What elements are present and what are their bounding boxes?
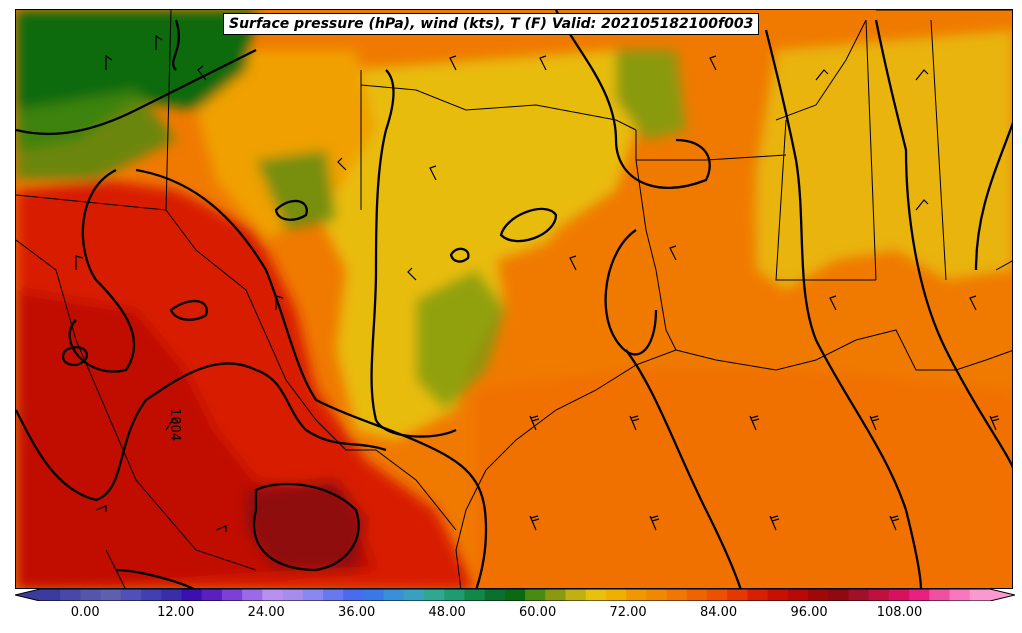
- colorbar-swatch: [929, 589, 951, 601]
- colorbar-swatch: [363, 589, 385, 601]
- colorbar-swatch: [322, 589, 344, 601]
- region-warm-gulf: [476, 370, 1012, 588]
- boundaries: [16, 10, 1012, 588]
- colorbar-swatch: [626, 589, 647, 601]
- map-panel: 1004: [15, 9, 1013, 589]
- colorbar-swatch: [767, 589, 789, 601]
- colorbar-swatch: [727, 589, 748, 601]
- colorbar-swatch: [484, 589, 506, 601]
- colorbar-swatch: [302, 589, 324, 601]
- colorbar-tick-label: 48.00: [428, 605, 466, 620]
- region-warm-coast: [496, 170, 756, 370]
- colorbar-swatch: [60, 589, 81, 601]
- colorbar-swatch: [464, 589, 486, 601]
- colorbar-tick-label: 72.00: [609, 605, 647, 620]
- colorbar-swatch: [161, 589, 182, 601]
- colorbar-swatch: [848, 589, 870, 601]
- colorbar-swatch: [262, 589, 284, 601]
- colorbar-swatch: [525, 589, 546, 601]
- colorbar-swatch: [221, 589, 243, 601]
- colorbar-swatch: [888, 589, 910, 601]
- colorbar-swatch: [80, 589, 102, 601]
- colorbar-swatch: [141, 589, 162, 601]
- wind-barbs: [75, 34, 1000, 532]
- region-mild-east: [756, 30, 1012, 290]
- colorbar-swatch: [868, 589, 890, 601]
- colorbar-swatch: [343, 589, 364, 601]
- colorbar-swatch: [120, 589, 142, 601]
- colorbar-swatch: [747, 589, 769, 601]
- colorbar-tick-label: 24.00: [247, 605, 285, 620]
- colorbar-swatch: [646, 589, 668, 601]
- colorbar-swatch: [666, 589, 688, 601]
- surface-map: 1004: [16, 10, 1012, 588]
- colorbar-swatch: [504, 589, 526, 601]
- isobars: [16, 10, 1012, 588]
- colorbar-swatch: [707, 589, 728, 601]
- colorbar-tick-label: 108.00: [876, 605, 923, 620]
- colorbar-swatch: [545, 589, 567, 601]
- region-cool-nw2: [16, 90, 176, 180]
- colorbar-swatch: [909, 589, 930, 601]
- colorbar-tick-label: 12.00: [157, 605, 195, 620]
- colorbar-tick-label: 36.00: [338, 605, 376, 620]
- colorbar-swatch: [686, 589, 708, 601]
- colorbar-tick-label: 84.00: [699, 605, 738, 620]
- colorbar-tick-label: 0.00: [70, 605, 100, 620]
- colorbar-swatch: [403, 589, 425, 601]
- region-green-ark: [616, 50, 686, 140]
- colorbar-swatch: [242, 589, 263, 601]
- colorbar-swatch: [565, 589, 587, 601]
- colorbar-swatch: [181, 589, 203, 601]
- colorbar-swatch: [201, 589, 223, 601]
- colorbar-swatch: [100, 589, 122, 601]
- colorbar-swatch: [444, 589, 465, 601]
- colorbar-extend-min: [15, 589, 40, 601]
- colorbar-swatch: [383, 589, 405, 601]
- region-green-ok: [256, 150, 336, 230]
- colorbar-swatch: [585, 589, 607, 601]
- colorbar-swatch: [808, 589, 829, 601]
- colorbar-swatch: [969, 589, 991, 601]
- colorbar-swatch: [828, 589, 850, 601]
- region-green-plains: [416, 270, 506, 410]
- region-mild-plains: [316, 50, 636, 440]
- colorbar-tick-label: 96.00: [790, 605, 828, 620]
- colorbar-swatch: [949, 589, 971, 601]
- colorbar-swatch: [605, 589, 627, 601]
- region-very-hot-core: [246, 480, 366, 570]
- colorbar-swatch: [424, 589, 445, 601]
- colorbar-swatch: [787, 589, 809, 601]
- temperature-field: [16, 10, 1012, 588]
- colorbar-swatch: [282, 589, 304, 601]
- colorbar-extend-max: [990, 589, 1015, 601]
- contour-label-1004: 1004: [167, 408, 182, 441]
- colorbar-tick-label: 60.00: [519, 605, 557, 620]
- colorbar-swatch: [40, 589, 61, 601]
- colorbar: [15, 589, 1015, 601]
- map-title: Surface pressure (hPa), wind (kts), T (F…: [223, 13, 760, 35]
